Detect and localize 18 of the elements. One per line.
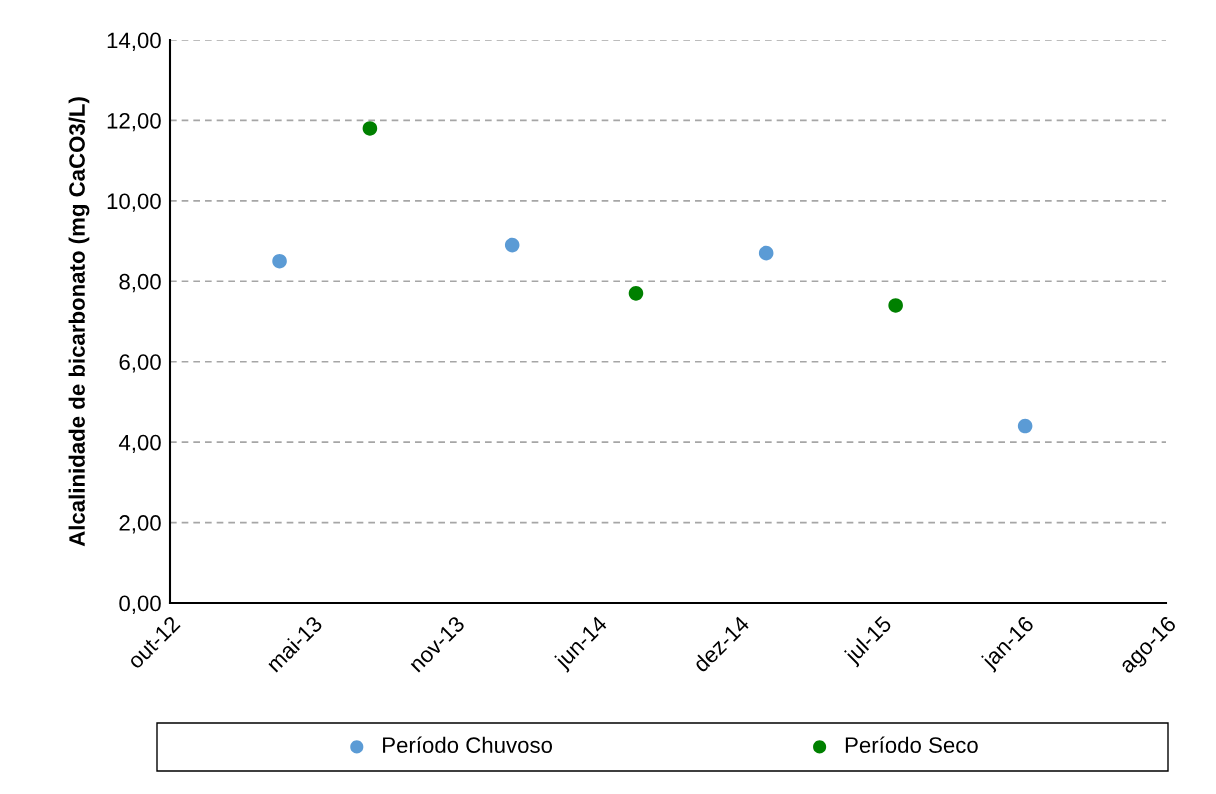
y-tick-label: 2,00: [119, 515, 161, 534]
point: [272, 253, 287, 269]
point: [1017, 418, 1033, 434]
point: [888, 298, 903, 313]
y-tick-label: 10,00: [107, 193, 161, 212]
point: [362, 121, 378, 136]
y-axis-title: Alcalinidade de bicarbonato (mg CaCO3/L): [68, 97, 90, 547]
legend-label: Período Chuvoso: [383, 736, 553, 753]
y-tick-label: 0,00: [119, 595, 161, 614]
point: [504, 237, 520, 253]
point: [628, 286, 644, 301]
y-tick-label: 8,00: [119, 273, 161, 293]
y-tick-label: 6,00: [119, 354, 161, 373]
point: [758, 245, 774, 261]
legend-label: Período Seco: [845, 736, 978, 753]
y-tick-label: 4,00: [118, 434, 161, 454]
y-tick-label: 12,00: [107, 112, 161, 132]
y-tick-label: 14,00: [107, 32, 161, 51]
